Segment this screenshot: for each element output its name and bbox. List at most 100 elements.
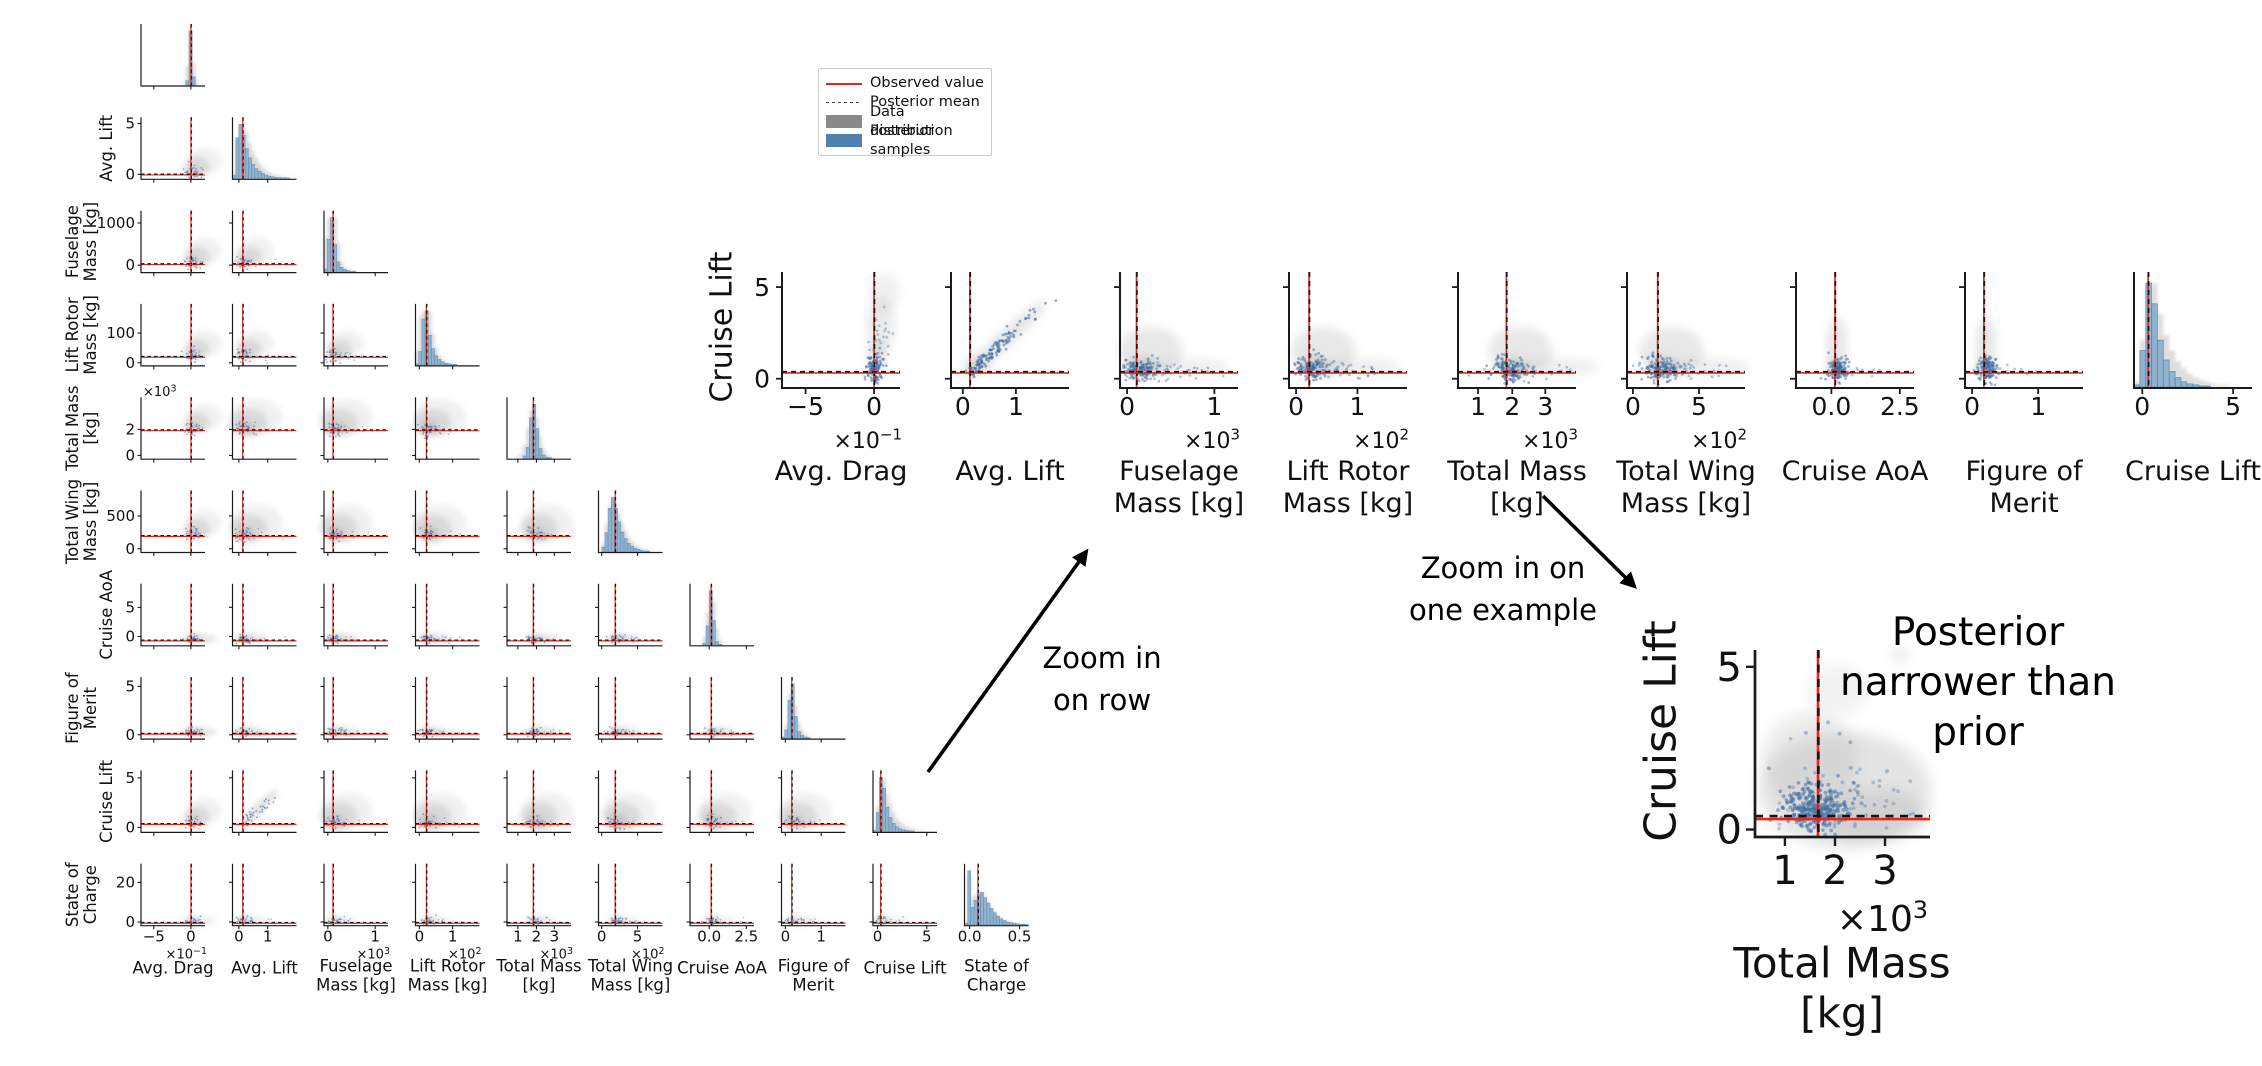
big-plot-xlabel-line2: [kg]: [1800, 988, 1884, 1038]
legend-label: Posterior mean: [870, 94, 980, 110]
axes-spines: [414, 397, 480, 460]
data-distribution-cloud: [1888, 645, 1912, 665]
tick-label: 5: [125, 677, 135, 695]
matrix-cell-fuselage-mass-kg-vs-avg-lift: [229, 210, 297, 277]
matrix-cell-state-of-charge-vs-cruise-lift: [869, 863, 937, 930]
tick-label: 2: [1822, 848, 1847, 894]
posterior-samples-dots: [704, 813, 722, 830]
matrix-cell-fuselage-mass-kg-vs-fuselage-mass-kg: [323, 210, 388, 277]
tick-label: 1: [1349, 392, 1365, 421]
axes-spines: [506, 677, 571, 740]
matrix-cell-avg-lift-vs-avg-lift: [231, 117, 297, 183]
matrix-col-label-cruise-aoa: 0.0 2.5 Cruise AoA: [677, 928, 767, 978]
axes-spines: [872, 770, 937, 833]
tick-label: 1: [1470, 392, 1486, 421]
axes-spines: [140, 303, 205, 367]
data-distribution-cloud: [239, 237, 274, 264]
axes-spines: [414, 677, 480, 740]
row-axis-label: Merit: [81, 686, 100, 729]
tick-label: Mass [kg]: [316, 976, 396, 995]
posterior-samples-dots: [622, 634, 639, 643]
tick-label: 100: [106, 324, 135, 342]
posterior-samples-dots: [235, 420, 255, 435]
axis-scale-label: ×10−1: [833, 426, 902, 454]
axes-spines: [231, 583, 297, 647]
tick-label: 0.0: [1812, 392, 1852, 421]
tick-label: 0: [1119, 392, 1135, 421]
row-axis-label: Avg. Lift: [97, 114, 116, 181]
posterior-samples-dots: [335, 915, 363, 924]
row-axis-label: Charge: [81, 865, 100, 924]
axes-spines: [1288, 272, 1407, 389]
matrix-cell-cruise-aoa-vs-avg-drag: [137, 583, 217, 650]
tick-label: 1: [1206, 392, 1222, 421]
axes-spines: [1457, 272, 1576, 389]
tick-label: 2.5: [1880, 392, 1920, 421]
data-distribution-cloud: [239, 789, 278, 827]
tick-label: 1: [448, 928, 458, 946]
tick-label: 0: [125, 165, 135, 183]
data-distribution-cloud: [187, 147, 222, 174]
axes-spines: [414, 583, 480, 647]
tick-label: 3: [550, 928, 560, 946]
matrix-cell-cruise-lift-vs-avg-lift: [229, 770, 297, 836]
tick-label: 0: [2134, 392, 2150, 421]
axes-spines: [140, 490, 205, 554]
posterior-note: Posterior narrower than prior: [1840, 608, 2116, 758]
matrix-cell-figure-of-merit-vs-total-wing-mass-kg: [595, 677, 663, 743]
tick-label: 0.5: [1008, 928, 1032, 946]
tick-label: 0: [597, 928, 607, 946]
axes-spines: [323, 397, 388, 460]
tick-label: 1: [263, 928, 273, 946]
posterior-note-line3: prior: [1932, 710, 2024, 755]
axes-spines: [1626, 272, 1745, 389]
tick-label: 1: [1008, 392, 1024, 421]
zoom-example-annotation-line2: one example: [1408, 593, 1598, 627]
tick-label: Mass [kg]: [591, 976, 671, 995]
matrix-cell-state-of-charge-vs-total-mass-kg: [503, 863, 571, 930]
tick-label: Avg. Drag: [132, 959, 213, 978]
tick-label: Avg. Lift: [231, 959, 298, 978]
tick-label: 0: [125, 256, 135, 274]
zoom-row-panel-avg-lift: 0 1 Avg. Lift: [945, 272, 1069, 487]
tick-label: Lift Rotor: [410, 957, 485, 976]
axes-spines: [963, 863, 1029, 927]
big-plot-xlabel-line1: Total Mass: [1733, 938, 1951, 988]
matrix-cell-figure-of-merit-vs-avg-drag: [137, 677, 217, 743]
matrix-cell-cruise-lift-vs-fuselage-mass-kg: [319, 770, 388, 836]
tick-label: 20: [116, 873, 135, 891]
posterior-note-line1: Posterior: [1891, 610, 2065, 655]
legend-item-posterior-mean: Posterior mean: [826, 93, 984, 112]
tick-label: Total Mass: [495, 957, 581, 976]
axes-spines: [140, 863, 205, 927]
axes-spines: [140, 583, 205, 647]
data-distribution-cloud: [329, 330, 364, 357]
matrix-row-label-total-mass-kg: 0 2 Total Mass [kg] ×103: [63, 383, 176, 472]
tick-label: 1: [513, 928, 523, 946]
data-distribution-cloud: [239, 330, 274, 357]
tick-label: 3: [1872, 848, 1897, 894]
matrix-cell-fuselage-mass-kg-vs-avg-drag: [137, 210, 222, 277]
row-axis-label: Total Mass: [63, 386, 82, 472]
axes-spines: [780, 770, 846, 833]
posterior-samples-dots: [964, 299, 1058, 379]
axes-spines: [414, 770, 480, 833]
tick-label: 5: [922, 928, 932, 946]
axis-scale-label: ×103: [540, 946, 573, 963]
axes-spines: [1964, 272, 2083, 389]
matrix-row-label-cruise-aoa: 0 5 Cruise AoA: [97, 569, 135, 659]
axes-spines: [414, 863, 480, 927]
matrix-cell-total-wing-mass-kg-vs-total-wing-mass-kg: [597, 490, 663, 556]
row-axis-label: Mass [kg]: [81, 202, 100, 282]
posterior-samples-dots: [1826, 365, 1881, 378]
matrix-cell-total-mass-kg-vs-total-mass-kg: [506, 397, 571, 463]
row-axis-label: State of: [63, 861, 82, 927]
axis-scale-label: ×103: [357, 946, 390, 963]
row-axis-label: Mass [kg]: [81, 482, 100, 562]
matrix-cell-total-wing-mass-kg-vs-fuselage-mass-kg: [319, 490, 388, 556]
legend-label: Observed value: [870, 75, 984, 91]
